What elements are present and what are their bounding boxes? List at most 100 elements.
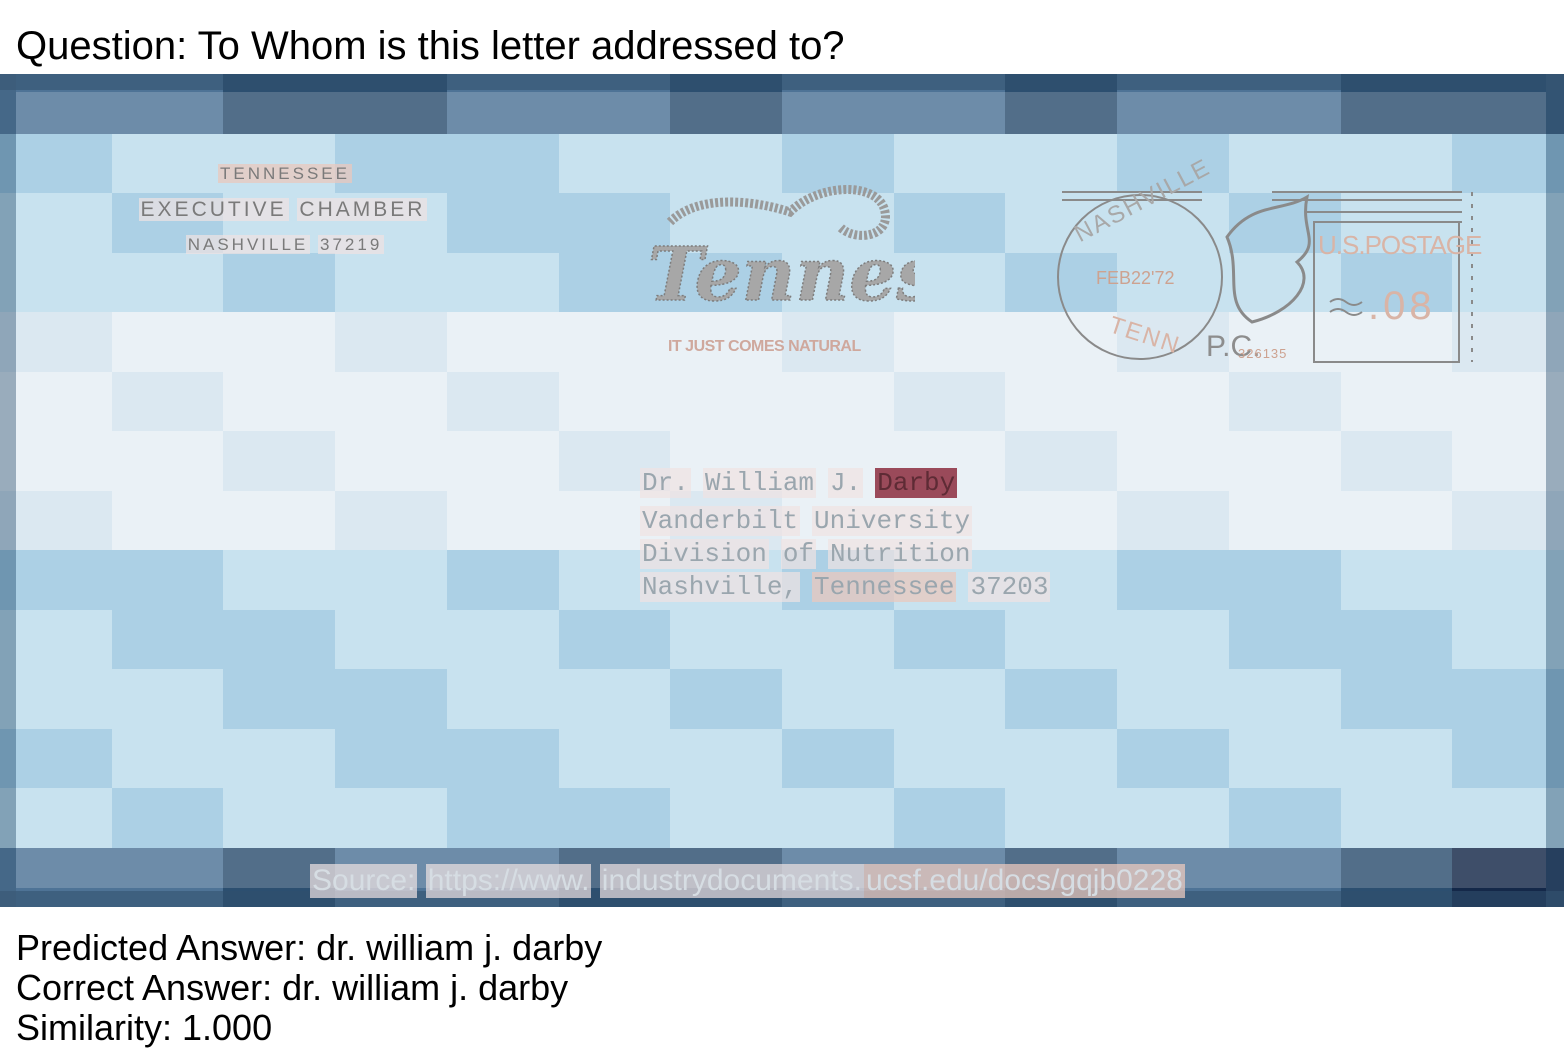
heatmap-cell bbox=[111, 133, 224, 193]
heatmap-cell bbox=[1452, 431, 1564, 491]
recipient-line4: Nashville, Tennessee 37203 bbox=[640, 572, 1062, 602]
heatmap-cell bbox=[782, 252, 894, 312]
heatmap-cell bbox=[782, 669, 894, 729]
heatmap-cell bbox=[1228, 371, 1341, 431]
heatmap-cell bbox=[335, 490, 447, 550]
heatmap-cell bbox=[0, 371, 112, 431]
heatmap-cell bbox=[558, 312, 671, 372]
return-address-line2: EXECUTIVE CHAMBER bbox=[0, 198, 568, 222]
heatmap-cell bbox=[1117, 312, 1229, 372]
heatmap-cell bbox=[670, 252, 782, 312]
heatmap-cell bbox=[335, 788, 447, 848]
recipient-zip: 37203 bbox=[968, 572, 1051, 602]
heatmap-cell bbox=[1117, 788, 1229, 848]
heatmap-cell bbox=[1005, 490, 1118, 550]
heatmap-cell bbox=[1117, 490, 1229, 550]
heatmap-cell bbox=[558, 193, 671, 253]
heatmap-cell bbox=[223, 371, 336, 431]
heatmap-cell bbox=[1340, 788, 1453, 848]
heatmap-cell bbox=[893, 133, 1006, 193]
recipient-title: Dr. bbox=[640, 468, 691, 498]
heatmap-cell bbox=[446, 609, 559, 669]
heatmap-cell bbox=[1452, 312, 1564, 372]
frame-right bbox=[1546, 74, 1564, 907]
heatmap-cell bbox=[893, 609, 1006, 669]
heatmap-cell bbox=[1117, 550, 1229, 610]
heatmap-cell bbox=[0, 431, 112, 491]
postage-amount: .08 bbox=[1368, 284, 1436, 328]
heatmap-cell bbox=[446, 133, 559, 193]
heatmap-cell bbox=[670, 788, 782, 848]
heatmap-cell bbox=[893, 371, 1006, 431]
return-zip: 37219 bbox=[318, 235, 385, 254]
heatmap-cell bbox=[223, 490, 336, 550]
postmark-date: FEB22'72 bbox=[1096, 268, 1175, 288]
heatmap-cell bbox=[0, 133, 112, 193]
heatmap-cell bbox=[1228, 252, 1341, 312]
heatmap-cell bbox=[0, 609, 112, 669]
heatmap-cell bbox=[1005, 371, 1118, 431]
heatmap-cell bbox=[1228, 431, 1341, 491]
heatmap-cell bbox=[782, 133, 894, 193]
heatmap-cell bbox=[223, 788, 336, 848]
heatmap-cell bbox=[1452, 490, 1564, 550]
heatmap-cell bbox=[335, 431, 447, 491]
heatmap-cell bbox=[558, 609, 671, 669]
heatmap-cell bbox=[1452, 193, 1564, 253]
return-state: TENNESSEE bbox=[218, 164, 352, 183]
heatmap-cell bbox=[1452, 252, 1564, 312]
heatmap-cell bbox=[893, 669, 1006, 729]
source-label: Source: bbox=[310, 864, 418, 898]
recipient-dept-word2: of bbox=[780, 539, 817, 569]
heatmap-cell bbox=[446, 371, 559, 431]
recipient-org-word1: Vanderbilt bbox=[640, 506, 801, 536]
heatmap-cell bbox=[223, 728, 336, 788]
heatmap-cell bbox=[0, 728, 112, 788]
heatmap-cell bbox=[893, 193, 1006, 253]
heatmap-cell bbox=[111, 312, 224, 372]
heatmap-cell bbox=[0, 312, 112, 372]
heatmap-cell bbox=[446, 252, 559, 312]
return-word-chamber: CHAMBER bbox=[297, 198, 428, 221]
heatmap-cell bbox=[1340, 371, 1453, 431]
meter-pc: P.C. bbox=[1206, 330, 1261, 363]
heatmap-cell bbox=[1340, 490, 1453, 550]
heatmap-cell bbox=[446, 788, 559, 848]
heatmap-cell bbox=[1117, 371, 1229, 431]
heatmap-cell bbox=[670, 133, 782, 193]
heatmap-cell bbox=[1340, 550, 1453, 610]
postage-meter-icon bbox=[1057, 191, 1473, 363]
heatmap-cell bbox=[670, 728, 782, 788]
return-address-line1: TENNESSEE bbox=[0, 164, 570, 184]
recipient-line2: Vanderbilt University bbox=[640, 506, 984, 536]
tennessee-logo-icon: Tennessee bbox=[647, 185, 915, 312]
heatmap-cell bbox=[446, 193, 559, 253]
heatmap-cell bbox=[670, 371, 782, 431]
recipient-line1: Dr. William J. Darby bbox=[640, 468, 969, 498]
document-image: TENNESSEE EXECUTIVE CHAMBER NASHVILLE 37… bbox=[0, 74, 1564, 907]
heatmap-cell bbox=[893, 728, 1006, 788]
recipient-initial: J. bbox=[828, 468, 864, 498]
heatmap-cell bbox=[558, 669, 671, 729]
heatmap-cell bbox=[558, 788, 671, 848]
heatmap-cell bbox=[223, 550, 336, 610]
recipient-org-word2: University bbox=[812, 506, 973, 536]
heatmap-cell bbox=[1228, 728, 1341, 788]
heatmap-cell bbox=[223, 669, 336, 729]
source-url-part1: https://www. bbox=[425, 864, 592, 898]
heatmap-cell bbox=[893, 312, 1006, 372]
recipient-first-name: William bbox=[702, 468, 817, 498]
heatmap-cell bbox=[0, 550, 112, 610]
us-postage-label: U.S.POSTAGE bbox=[1318, 230, 1482, 260]
heatmap-cell bbox=[558, 133, 671, 193]
recipient-dept-word3: Nutrition bbox=[828, 539, 973, 569]
logo-slogan: IT JUST COMES NATURAL bbox=[668, 338, 861, 355]
heatmap-cell bbox=[1228, 788, 1341, 848]
heatmap-cell bbox=[446, 728, 559, 788]
heatmap-cell bbox=[111, 371, 224, 431]
heatmap-cell bbox=[1005, 728, 1118, 788]
heatmap-cell bbox=[0, 669, 112, 729]
recipient-city: Nashville, bbox=[640, 572, 801, 602]
heatmap-cell bbox=[1005, 431, 1118, 491]
heatmap-cell bbox=[558, 728, 671, 788]
